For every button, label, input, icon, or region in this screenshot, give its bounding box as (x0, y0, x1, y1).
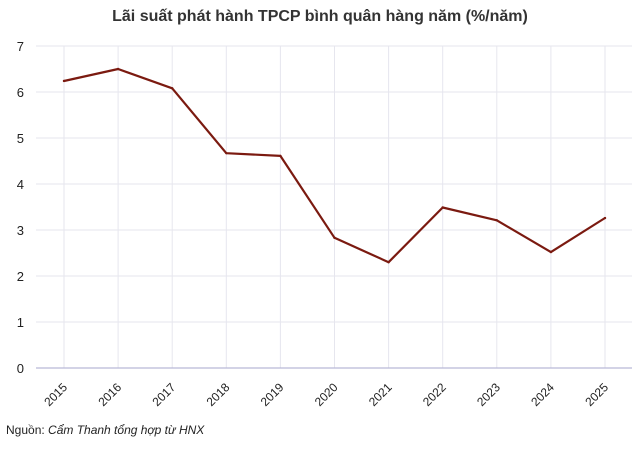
y-tick-label: 1 (17, 315, 24, 330)
x-axis: 2015 2016 2017 2018 2019 2020 2021 2022 2023 2024… (36, 367, 632, 409)
x-tick-label: 2018 (204, 380, 233, 409)
chart-title: Lãi suất phát hành TPCP bình quân hàng n… (112, 8, 528, 25)
data-point (171, 87, 174, 90)
source-note: Nguồn: Cẩm Thanh tổng hợp từ HNX (6, 423, 204, 437)
y-tick-label: 5 (17, 131, 24, 146)
data-point (549, 250, 553, 254)
source-text: Cẩm Thanh tổng hợp từ HNX (48, 423, 205, 437)
data-point (116, 67, 120, 71)
series-line (62, 67, 607, 264)
y-tick-label: 0 (17, 361, 24, 376)
x-tick-label: 2023 (474, 380, 503, 409)
x-tick-label: 2025 (582, 380, 611, 409)
x-tick-label: 2024 (528, 380, 557, 409)
x-tick-label: 2022 (420, 380, 449, 409)
data-point (225, 151, 228, 155)
y-tick-label: 6 (17, 85, 24, 100)
data-point (441, 206, 444, 209)
data-point (279, 154, 282, 158)
x-tick-label: 2021 (366, 380, 395, 409)
data-point (333, 236, 336, 240)
x-tick-label: 2016 (95, 380, 124, 409)
y-tick-label: 7 (17, 39, 24, 54)
x-tick-label: 2015 (41, 380, 70, 409)
y-tick-label: 3 (17, 223, 24, 238)
data-point (495, 219, 498, 222)
y-axis-ticks: 0 1 2 3 4 5 6 7 (17, 39, 24, 376)
x-tick-label: 2017 (150, 380, 179, 409)
data-point (603, 216, 607, 220)
source-label: Nguồn: (6, 423, 49, 437)
data-point (62, 79, 66, 83)
x-tick-label: 2020 (312, 380, 341, 409)
y-tick-label: 2 (17, 269, 24, 284)
x-tick-label: 2019 (258, 380, 287, 409)
gridlines (36, 45, 632, 368)
data-point (387, 261, 390, 264)
y-tick-label: 4 (17, 177, 24, 192)
